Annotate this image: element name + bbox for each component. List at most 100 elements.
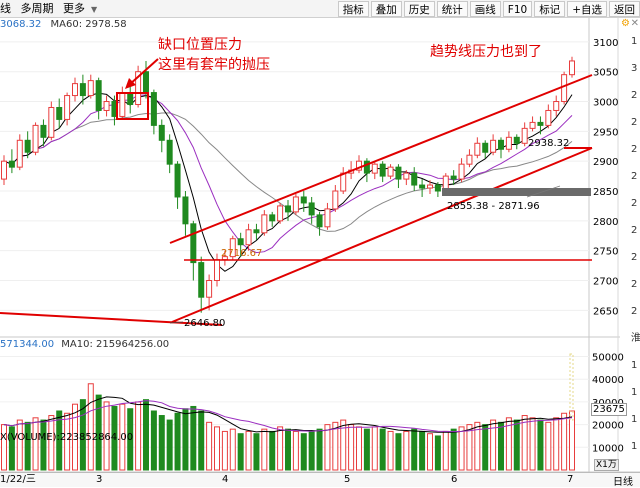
toolbar-left: 线 多周期 更多 ▼: [0, 0, 103, 18]
candle-71: [561, 71, 568, 105]
volume-bar-9: [72, 403, 78, 471]
support-line-low: [0, 312, 223, 326]
candle-body-37: [292, 196, 299, 213]
date-label-2: 4: [222, 474, 229, 485]
period-label[interactable]: 日线: [613, 477, 633, 488]
volume-bar-37: [292, 430, 299, 471]
candle-24: [190, 220, 197, 281]
date-label-0: 1/22/三: [0, 474, 36, 485]
toolbar-item-multi-period[interactable]: 多周期: [20, 2, 54, 15]
right-strip-char-10: 2: [631, 306, 637, 317]
candle-72: [569, 56, 575, 78]
candle-body-42: [332, 190, 339, 210]
price-tick-3: 2800: [593, 217, 618, 228]
right-strip-char-9: 2: [631, 279, 637, 290]
volume-bar-5: [40, 419, 47, 471]
candle-body-53: [419, 184, 426, 189]
candle-26: [206, 274, 213, 311]
gap-arrow-head: [125, 78, 136, 89]
volume-bar-2: [16, 419, 23, 471]
vol-tick-3: 40000: [592, 375, 624, 386]
candle-9: [72, 77, 78, 102]
volume-bar-50: [395, 433, 402, 471]
candle-17: [135, 65, 142, 108]
volume-bar-53: [419, 430, 426, 471]
volume-bar-3: [24, 421, 31, 471]
candle-body-32: [253, 229, 260, 234]
lower-trend-line: [171, 147, 593, 323]
candle-body-19: [150, 92, 157, 126]
mark-button[interactable]: 标记: [534, 1, 566, 17]
candle-body-50: [395, 166, 402, 180]
candle-body-51: [403, 172, 410, 180]
upper-trend-line: [169, 74, 593, 244]
candle-body-7: [56, 106, 63, 120]
f10-button[interactable]: F10: [502, 1, 533, 17]
candle-5: [40, 119, 47, 147]
volume-bar-51: [403, 430, 410, 471]
candle-6: [48, 101, 55, 141]
top-toolbar: 线 多周期 更多 ▼ 指标 叠加 历史 统计 画线 F10 标记 +自选 返回: [0, 0, 640, 18]
candle-13: [103, 95, 110, 117]
back-button[interactable]: 返回: [609, 1, 640, 17]
ma10-line: [3, 94, 573, 254]
draw-line-button[interactable]: 画线: [469, 1, 501, 17]
right-strip-char-14: 1: [631, 414, 637, 425]
volume-bar-25: [198, 410, 205, 471]
vol-ma5: 571344.00: [0, 339, 55, 350]
vol-tick-0: 10000: [592, 443, 624, 454]
candle-body-12: [95, 80, 102, 111]
volume-bar-22: [174, 412, 181, 471]
candle-0: [1, 155, 7, 186]
candle-15: [119, 86, 126, 120]
candle-58: [458, 158, 465, 183]
right-strip-char-15: 1: [631, 441, 637, 452]
candle-67: [529, 116, 536, 132]
candle-37: [292, 193, 299, 215]
volume-bar-60: [474, 421, 481, 471]
candle-59: [466, 149, 473, 168]
candle-10: [79, 74, 86, 105]
add-watchlist-button[interactable]: +自选: [567, 1, 607, 17]
volume-bar-70: [553, 417, 560, 471]
candle-46: [363, 158, 370, 183]
candle-body-57: [450, 175, 457, 180]
volume-bar-61: [482, 424, 489, 471]
volume-bar-64: [505, 417, 512, 471]
candle-body-59: [466, 154, 473, 165]
candle-body-26: [206, 280, 213, 298]
indicator-button[interactable]: 指标: [337, 1, 369, 17]
history-button[interactable]: 历史: [403, 1, 435, 17]
candle-7: [56, 98, 63, 129]
candle-1: [8, 149, 15, 174]
candle-27: [214, 253, 220, 287]
volume-bar-57: [450, 428, 457, 471]
vol-ma10: MA10: 215964256.00: [61, 339, 170, 350]
ma-value: 3068.32: [0, 19, 42, 30]
label-low: 2646.80: [184, 318, 225, 329]
gap-annotation: 缺口位置压力 这里有套牢的抛压: [158, 35, 270, 75]
close-icon[interactable]: ✕: [630, 18, 639, 29]
volume-bar-56: [442, 430, 449, 471]
candle-23: [182, 191, 189, 236]
vol-tick-1: 20000: [592, 421, 624, 432]
candle-body-22: [174, 163, 181, 198]
candle-body-33: [261, 214, 268, 234]
overlay-button[interactable]: 叠加: [370, 1, 402, 17]
candle-body-8: [64, 95, 71, 120]
gear-icon[interactable]: ⚙: [621, 18, 630, 29]
chevron-down-icon[interactable]: ▼: [91, 5, 98, 14]
date-label-5: 7: [567, 474, 574, 485]
candle-16: [127, 83, 134, 114]
candle-30: [237, 232, 244, 257]
candle-body-71: [561, 74, 568, 103]
candle-34: [269, 211, 276, 227]
toolbar-item-line[interactable]: 线: [0, 2, 11, 15]
stats-button[interactable]: 统计: [436, 1, 468, 17]
volume-bar-28: [221, 430, 228, 471]
candle-body-46: [363, 160, 370, 174]
toolbar-buttons: 指标 叠加 历史 统计 画线 F10 标记 +自选 返回: [336, 0, 640, 18]
toolbar-item-more[interactable]: 更多: [63, 2, 85, 15]
gap-zone-bar: [442, 188, 591, 196]
